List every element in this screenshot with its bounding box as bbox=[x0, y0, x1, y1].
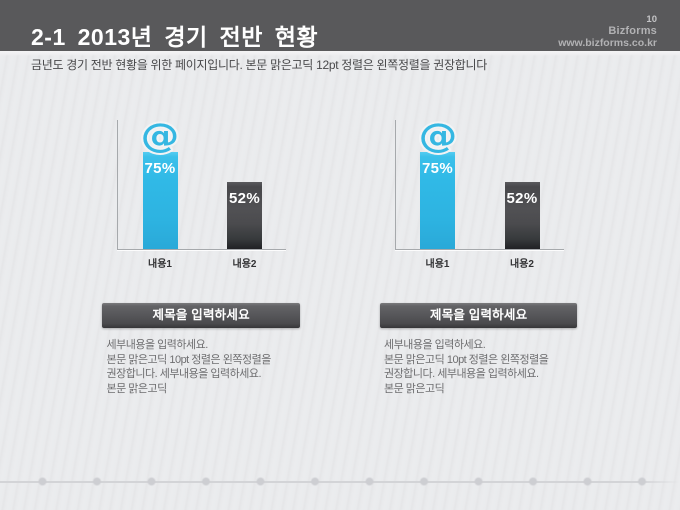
at-icon-box: @ bbox=[416, 113, 460, 158]
header-meta: 10 Bizforms www.bizforms.co.kr bbox=[558, 15, 657, 49]
body-line: 권장합니다. 세부내용을 입력하세요. bbox=[384, 368, 539, 381]
panel-title-text: 제목을 입력하세요 bbox=[152, 307, 250, 322]
at-icon: @ bbox=[139, 113, 182, 158]
body-line: 세부내용을 입력하세요. bbox=[384, 339, 486, 351]
bar-category-label: 내용1 bbox=[425, 259, 450, 270]
panel-title-text: 제목을 입력하세요 bbox=[430, 307, 528, 322]
bar-category-label: 내용2 bbox=[232, 259, 257, 270]
svg-text:@: @ bbox=[418, 115, 456, 155]
header-glow bbox=[0, 51, 680, 56]
page-title: 2-1 2013년 경기 전반 현황 bbox=[31, 24, 319, 50]
bar-category-label: 내용2 bbox=[510, 259, 534, 270]
at-icon: @ bbox=[416, 113, 459, 158]
brand-logo: Bizforms bbox=[608, 25, 657, 37]
body-line: 권장합니다. 세부내용을 입력하세요. bbox=[106, 368, 262, 381]
brand-url[interactable]: www.bizforms.co.kr bbox=[558, 37, 657, 49]
body-line: 본문 맑은고딕 bbox=[384, 383, 445, 396]
bar-value-label: 52% bbox=[229, 189, 260, 207]
bar-series-1: 52% bbox=[227, 181, 262, 249]
body-line: 본문 맑은고딕 bbox=[106, 383, 168, 396]
bar-value-label: 52% bbox=[506, 189, 538, 207]
slide-subtitle: 금년도 경기 전반 현황을 위한 페이지입니다. 본문 맑은고딕 12pt 정렬… bbox=[31, 58, 487, 72]
bar-value-label: 75% bbox=[422, 160, 453, 178]
y-axis-line bbox=[394, 120, 396, 250]
page-number: 10 bbox=[646, 14, 657, 25]
bar-series-0: 75% bbox=[142, 152, 178, 249]
at-icon-box: @ bbox=[138, 113, 182, 158]
body-line: 본문 맑은고딕 10pt 정렬은 왼쪽정렬을 bbox=[384, 353, 549, 366]
content-group-left: 75% 내용1 @ 52% 내용2 제목을 입력하세요 세부내용을 입력하세요. 본문… bbox=[85, 110, 325, 410]
panel-title-bar[interactable]: 제목을 입력하세요 bbox=[379, 303, 578, 328]
content-group-right: 75% 내용1 @ 52% 내용2 제목을 입력하세요 세부내용을 입력하세요. 본문… bbox=[363, 110, 603, 410]
bar-category-label: 내용1 bbox=[148, 259, 172, 270]
svg-text:@: @ bbox=[141, 115, 179, 155]
bar-value-label: 75% bbox=[144, 160, 176, 178]
body-line: 세부내용을 입력하세요. bbox=[106, 339, 209, 351]
x-axis-line bbox=[117, 249, 287, 250]
panel-title-bar[interactable]: 제목을 입력하세요 bbox=[102, 303, 300, 328]
body-line: 본문 맑은고딕 10pt 정렬은 왼쪽정렬을 bbox=[106, 353, 272, 366]
bar-series-1: 52% bbox=[504, 181, 540, 249]
y-axis-line bbox=[117, 120, 119, 250]
bar-series-0: 75% bbox=[420, 152, 455, 249]
x-axis-line bbox=[394, 249, 564, 250]
header-bar: 2-1 2013년 경기 전반 현황 10 Bizforms www.bizfo… bbox=[0, 0, 680, 51]
footer-divider-dots bbox=[37, 476, 677, 487]
